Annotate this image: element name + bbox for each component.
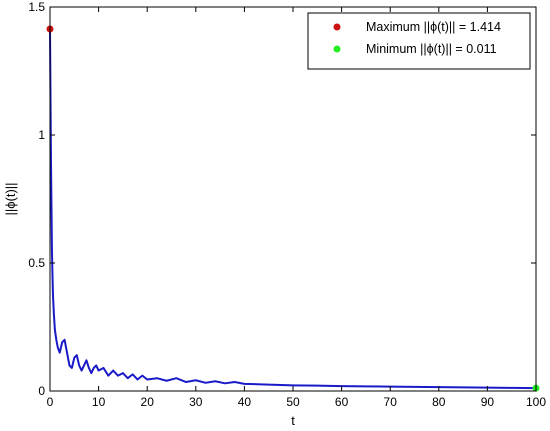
x-tick-label: 100 <box>526 395 546 409</box>
legend-label: Maximum ||ϕ(t)|| = 1.414 <box>366 20 501 34</box>
series-layer <box>49 29 537 390</box>
y-tick-label: 0 <box>38 384 45 398</box>
y-axis-label: ||ϕ(t)|| <box>3 182 18 215</box>
legend-items: Maximum ||ϕ(t)|| = 1.414 Minimum ||ϕ(t)||… <box>333 20 501 56</box>
x-tick-label: 30 <box>189 395 203 409</box>
x-tick-label: 50 <box>286 395 300 409</box>
x-tick-label: 20 <box>141 395 155 409</box>
legend-marker <box>333 45 341 53</box>
y-tick-label: 0.5 <box>28 256 45 270</box>
x-tick-label: 60 <box>335 395 349 409</box>
x-tick-label: 80 <box>432 395 446 409</box>
x-tick-label: 0 <box>47 395 54 409</box>
x-tick-label: 40 <box>238 395 252 409</box>
y-tick-label: 1.5 <box>28 0 45 14</box>
tick-layer: 0 10 20 30 40 50 60 70 80 90 100 0 0.5 1 1.5 <box>28 0 546 409</box>
y-tick-label: 1 <box>38 128 45 142</box>
x-tick-label: 90 <box>481 395 495 409</box>
legend-box <box>307 12 531 70</box>
x-tick-label: 70 <box>384 395 398 409</box>
legend: Maximum ||ϕ(t)|| = 1.414 Minimum ||ϕ(t)||… <box>307 12 531 70</box>
x-axis-label: t <box>291 413 295 428</box>
x-tick-label: 10 <box>92 395 106 409</box>
legend-marker <box>333 23 341 31</box>
series-line <box>49 29 537 390</box>
legend-label: Minimum ||ϕ(t)|| = 0.011 <box>366 42 497 56</box>
plot-area <box>50 7 536 391</box>
